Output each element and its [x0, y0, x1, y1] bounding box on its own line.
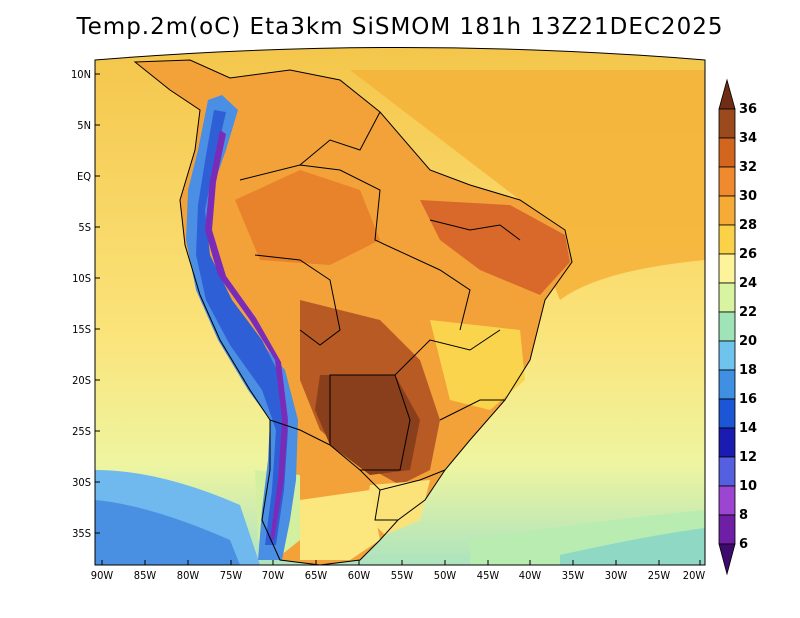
colorbar-top-arrow	[718, 78, 736, 110]
lon-label: 85W	[134, 569, 157, 582]
colorbar-label: 16	[739, 392, 757, 407]
lat-label: 20S	[72, 374, 91, 387]
cooler-atlantic-area	[560, 528, 705, 565]
cold-pacific-area	[95, 500, 240, 565]
lon-label: 45W	[477, 569, 500, 582]
continent-land	[135, 60, 572, 565]
lat-label: 35S	[72, 527, 91, 540]
lon-label: 60W	[348, 569, 371, 582]
colorbar-label: 30	[739, 189, 757, 204]
map-title: Temp.2m(oC) Eta3km SiSMOM 181h 13Z21DEC2…	[76, 14, 724, 40]
colorbar-segment	[718, 137, 736, 168]
colorbar: 36 34 32 30 28 26 24 22 20 18 16 14 12 1…	[718, 78, 757, 576]
colorbar-label: 32	[739, 160, 757, 175]
lat-label: 5S	[78, 221, 91, 234]
warm-atlantic-area	[350, 70, 705, 300]
colorbar-label: 24	[739, 276, 757, 291]
colorbar-label: 10	[739, 479, 757, 494]
lon-label: 80W	[177, 569, 200, 582]
colorbar-label: 14	[739, 421, 757, 436]
colorbar-segment	[718, 311, 736, 342]
paraguay-hot-core	[315, 375, 420, 475]
lon-label: 40W	[519, 569, 542, 582]
lon-label: 25W	[648, 569, 671, 582]
argentina-mild-area	[300, 490, 380, 560]
lon-label: 20W	[683, 569, 706, 582]
colorbar-segment	[718, 224, 736, 255]
colorbar-segment	[718, 398, 736, 429]
colorbar-label: 12	[739, 450, 757, 465]
colorbar-segment	[718, 427, 736, 458]
colorbar-bottom-arrow	[718, 543, 736, 576]
colorbar-label: 28	[739, 218, 757, 233]
colorbar-segment	[718, 485, 736, 516]
colorbar-label: 34	[739, 131, 757, 146]
colorbar-segment	[718, 282, 736, 313]
colorbar-segment	[718, 166, 736, 197]
country-borders	[133, 59, 573, 565]
lon-label: 35W	[562, 569, 585, 582]
andes-coldest-peaks	[205, 130, 288, 540]
uruguay-mild-area	[365, 480, 430, 535]
lon-label: 55W	[391, 569, 414, 582]
colorbar-label: 36	[739, 102, 757, 117]
colorbar-label: 18	[739, 363, 757, 378]
colorbar-segment	[718, 514, 736, 545]
latitude-axis: 10N 5N EQ 5S 10S 15S 20S 25S 30S 35S	[71, 68, 100, 540]
map-frame	[94, 47, 706, 566]
lat-label: 10N	[71, 68, 91, 81]
lat-label: 15S	[72, 323, 91, 336]
colorbar-segment	[718, 340, 736, 371]
colorbar-label: 20	[739, 334, 757, 349]
colorbar-label: 26	[739, 247, 757, 262]
colorbar-label: 6	[739, 537, 748, 552]
lat-label: 5N	[77, 119, 91, 132]
lon-label: 90W	[91, 569, 114, 582]
lat-label: 10S	[72, 272, 91, 285]
colorbar-segment	[718, 253, 736, 284]
colorbar-label: 8	[739, 508, 748, 523]
colorbar-segment	[718, 456, 736, 487]
colorbar-segment	[718, 369, 736, 400]
longitude-axis: 90W 85W 80W 75W 70W 65W 60W 55W 50W 45W …	[91, 560, 706, 582]
lat-label: 25S	[72, 425, 91, 438]
lon-label: 65W	[305, 569, 328, 582]
temperature-field	[95, 47, 705, 565]
lat-label: EQ	[77, 170, 91, 183]
southeast-highlands	[430, 320, 525, 410]
northeast-hot-zone	[420, 200, 570, 295]
colorbar-segment	[718, 108, 736, 139]
lon-label: 70W	[262, 569, 285, 582]
amazon-warm-zone	[235, 170, 380, 265]
colorbar-segment	[718, 195, 736, 226]
lon-label: 75W	[220, 569, 243, 582]
lat-label: 30S	[72, 476, 91, 489]
colorbar-label: 22	[739, 305, 757, 320]
lon-label: 50W	[434, 569, 457, 582]
lon-label: 30W	[605, 569, 628, 582]
andes-colder-core	[196, 110, 288, 545]
